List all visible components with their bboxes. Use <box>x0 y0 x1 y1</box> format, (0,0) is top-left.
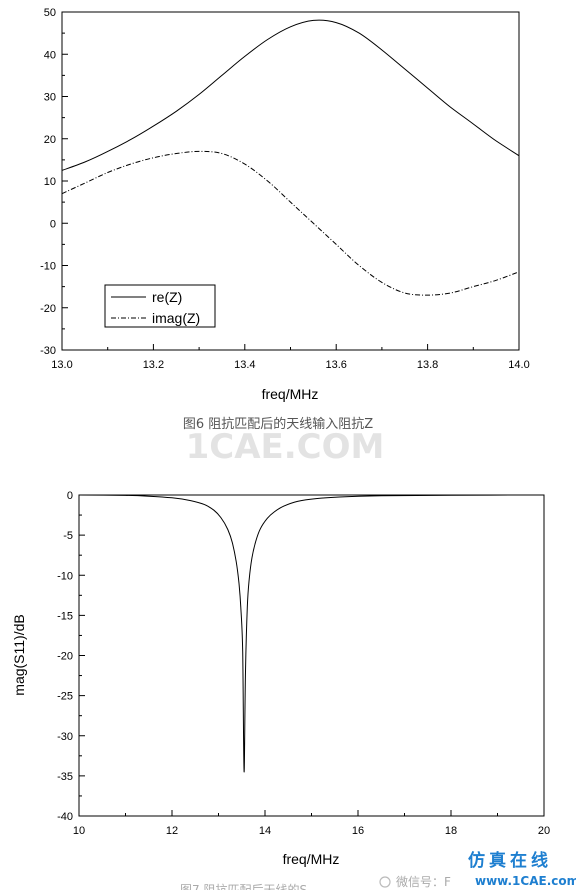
x-axis-title: freq/MHz <box>262 386 319 402</box>
series-line-mag-s11 <box>78 494 545 773</box>
y-axis-title: mag(S11)/dB <box>11 614 27 695</box>
y-tick-label: 20 <box>44 134 56 146</box>
y-tick-label: -10 <box>40 261 56 273</box>
x-tick-label: 14 <box>259 825 271 837</box>
x-tick-label: 13.8 <box>417 359 438 371</box>
x-tick-label: 18 <box>445 825 457 837</box>
x-tick-label: 13.4 <box>234 359 255 371</box>
series-line-rez <box>61 19 520 171</box>
y-tick-label: -30 <box>40 345 56 357</box>
y-tick-label: 50 <box>44 7 56 19</box>
x-tick-label: 10 <box>73 825 85 837</box>
y-tick-label: -25 <box>57 691 73 703</box>
wechat-id-label: 微信号：F <box>396 875 451 889</box>
y-tick-label: -30 <box>57 731 73 743</box>
s11-chart: -40 -35 -30 -25 -20 -15 -10 -5 0 10 12 14 16 18 20 fr… <box>11 490 550 867</box>
y-tick-label: 30 <box>44 92 56 104</box>
series-lines <box>78 494 545 773</box>
y-tick-label: -10 <box>57 570 73 582</box>
legend-label-imag: imag(Z) <box>152 310 200 326</box>
y-tick-label: -20 <box>57 651 73 663</box>
figure-caption-6: 图6 阻抗匹配后的天线输入阻抗Z <box>183 416 373 432</box>
watermark: 1CAE.COM <box>186 427 385 467</box>
series-lines <box>61 19 520 296</box>
x-tick-label: 16 <box>352 825 364 837</box>
y-axis-ticks: -40 -35 -30 -25 -20 -15 -10 -5 0 <box>57 490 85 823</box>
y-tick-label: 10 <box>44 176 56 188</box>
wechat-label: 微信号：F <box>379 875 451 889</box>
figure-caption-7: 图7 阻抗匹配后天线的S <box>180 882 307 890</box>
x-tick-label: 13.0 <box>51 359 72 371</box>
y-tick-label: -35 <box>57 771 73 783</box>
y-tick-label: 40 <box>44 49 56 61</box>
x-axis-ticks: 13.0 13.2 13.4 13.6 13.8 14.0 <box>51 344 530 371</box>
y-axis-ticks: -30 -20 -10 0 10 20 30 40 50 <box>40 7 68 357</box>
x-tick-label: 12 <box>166 825 178 837</box>
brand-url: www.1CAE.com <box>475 874 576 888</box>
series-line-imagz <box>61 150 520 296</box>
y-tick-label: -5 <box>63 530 73 542</box>
x-tick-label: 13.6 <box>325 359 346 371</box>
x-axis-title: freq/MHz <box>283 851 340 867</box>
x-tick-label: 14.0 <box>508 359 529 371</box>
y-tick-label: -20 <box>40 303 56 315</box>
brand-name: 仿真在线 <box>468 850 552 871</box>
wechat-icon <box>379 876 391 888</box>
y-tick-label: 0 <box>67 490 73 502</box>
plot-frame <box>78 494 545 817</box>
y-tick-label: -15 <box>57 610 73 622</box>
legend-label-re: re(Z) <box>152 289 182 305</box>
y-tick-label: 0 <box>50 218 56 230</box>
x-tick-label: 13.2 <box>143 359 164 371</box>
y-tick-label: -40 <box>57 811 73 823</box>
x-tick-label: 20 <box>538 825 550 837</box>
brand-logo: 仿真在线 www.1CAE.com <box>468 850 576 888</box>
legend-box <box>104 284 216 328</box>
legend: re(Z) imag(Z) <box>104 284 216 328</box>
x-axis-ticks: 10 12 14 16 18 20 <box>73 810 550 837</box>
